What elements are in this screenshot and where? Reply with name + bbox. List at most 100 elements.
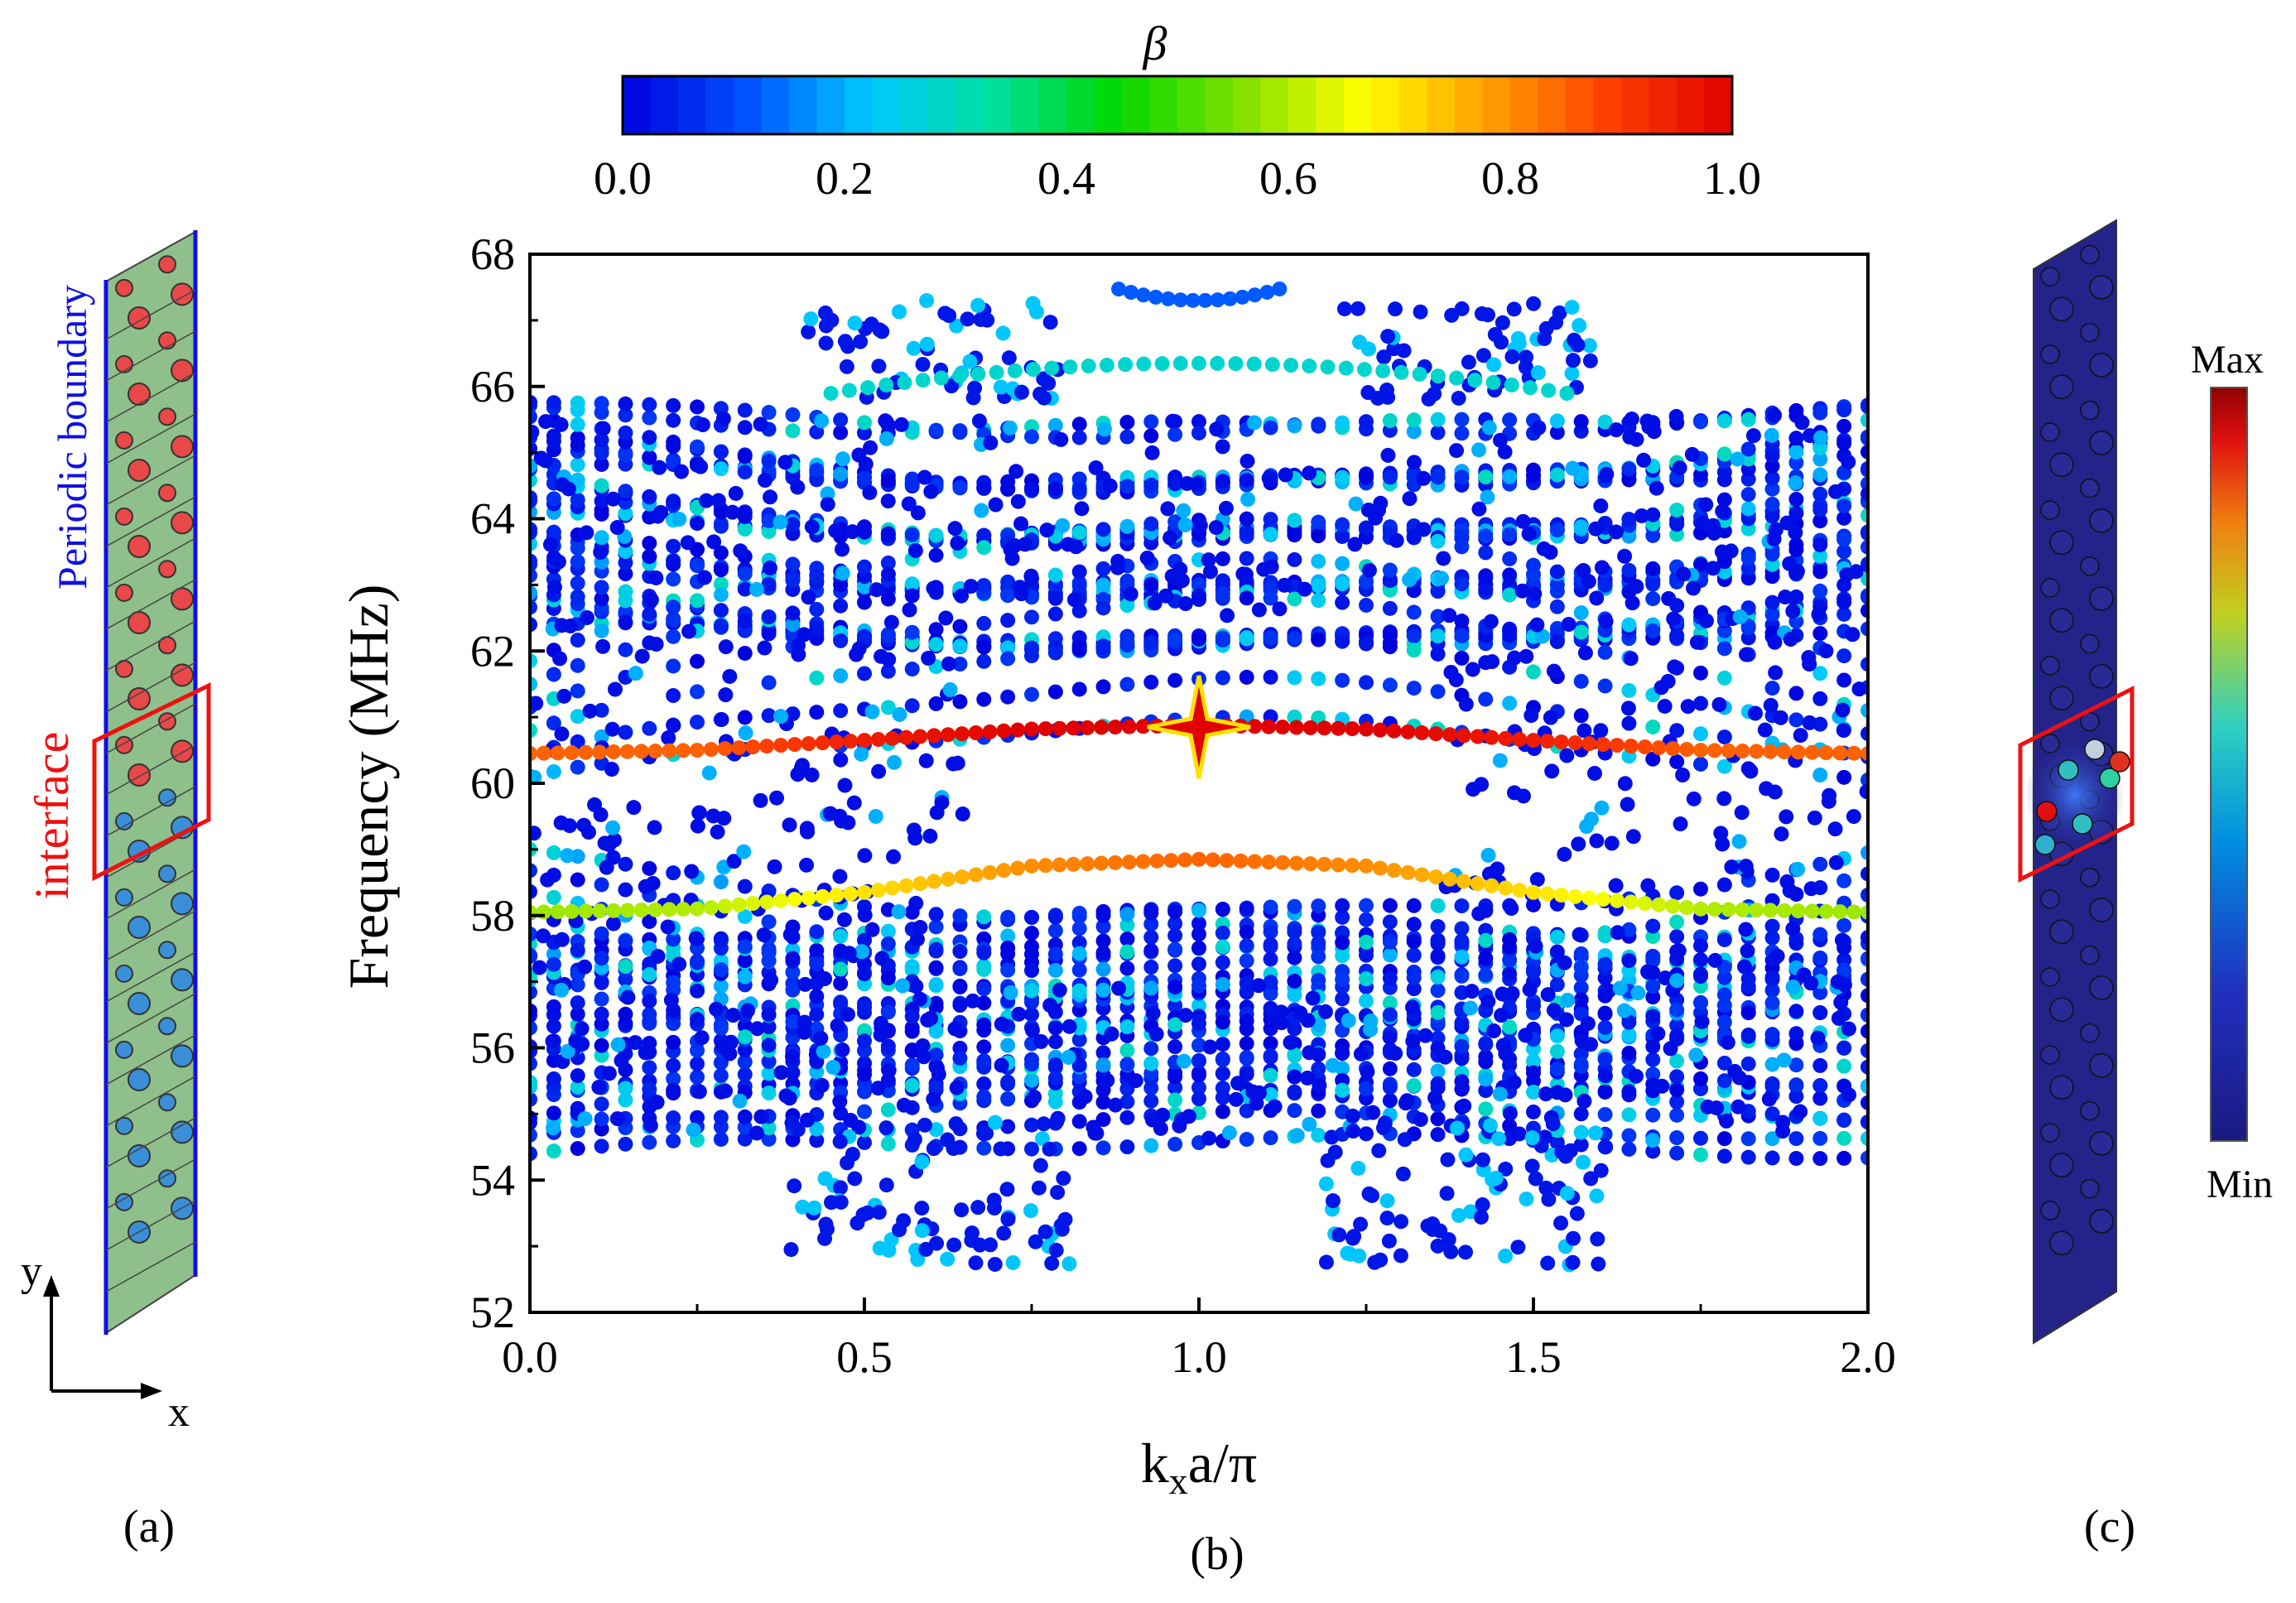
data-point: [1841, 1021, 1856, 1037]
data-point: [785, 605, 801, 621]
data-point: [634, 648, 650, 664]
data-point: [1454, 426, 1470, 441]
data-point: [1669, 1069, 1685, 1085]
data-point: [1210, 355, 1225, 371]
data-point: [914, 1201, 930, 1216]
data-point: [1191, 927, 1206, 942]
data-point: [835, 1042, 850, 1058]
data-point: [1024, 963, 1039, 979]
data-point: [1010, 860, 1026, 876]
data-point: [1264, 559, 1279, 575]
data-point: [577, 959, 593, 975]
lattice-rod: [115, 735, 133, 754]
data-point: [880, 1038, 896, 1054]
localized-field-glow: [2025, 737, 2125, 853]
field-rod: [2080, 633, 2100, 654]
data-point: [1047, 606, 1063, 622]
data-point: [680, 535, 696, 551]
data-point: [604, 762, 619, 777]
colorbar-segment: [761, 76, 790, 134]
data-point: [1608, 524, 1624, 540]
data-point: [1440, 1152, 1456, 1167]
data-point: [1023, 1203, 1039, 1219]
colorbar-segment: [1233, 76, 1262, 134]
data-point: [1812, 1130, 1828, 1146]
data-point: [940, 1251, 955, 1267]
data-point: [570, 1006, 585, 1022]
data-point: [1372, 722, 1388, 738]
data-point: [1210, 292, 1225, 308]
data-point: [1433, 570, 1449, 586]
data-point: [1335, 556, 1350, 571]
data-point: [1764, 458, 1780, 474]
colorbar-segment: [1399, 76, 1428, 134]
data-point: [1167, 1092, 1183, 1108]
lattice-rod: [128, 1144, 151, 1167]
data-point: [1851, 681, 1867, 697]
plot-frame: [528, 253, 1870, 1314]
data-point: [1767, 634, 1783, 650]
data-point: [834, 542, 850, 557]
data-point: [1413, 304, 1428, 320]
data-point: [1693, 994, 1708, 1010]
data-point: [1764, 930, 1780, 946]
data-point: [1080, 720, 1095, 735]
data-point: [1573, 1106, 1589, 1122]
field-rod: [2049, 530, 2074, 556]
data-point: [761, 1066, 777, 1081]
data-point: [809, 705, 825, 720]
data-point: [530, 1056, 537, 1071]
data-point: [1716, 564, 1732, 580]
data-point: [1143, 1056, 1159, 1071]
colorbar-segment: [955, 76, 984, 134]
data-point: [1686, 580, 1702, 596]
data-point: [1167, 1080, 1183, 1095]
colorbar-segment: [1704, 76, 1733, 134]
data-point: [1246, 356, 1262, 372]
data-point: [713, 978, 729, 994]
data-point: [972, 1237, 988, 1253]
data-point: [1529, 872, 1545, 888]
data-point: [1297, 581, 1312, 597]
data-point: [713, 504, 729, 520]
data-point: [837, 334, 853, 349]
data-point: [1573, 624, 1589, 640]
data-point: [813, 1030, 829, 1046]
data-point: [995, 325, 1011, 341]
data-point: [1000, 613, 1016, 628]
data-point: [1552, 305, 1567, 320]
data-point: [1208, 520, 1224, 536]
data-point: [594, 591, 609, 607]
data-point: [1346, 1229, 1362, 1244]
data-point: [1549, 1028, 1565, 1044]
lattice-rod: [158, 1017, 176, 1036]
data-point: [1564, 366, 1580, 382]
field-rod: [2080, 244, 2100, 265]
data-point: [941, 727, 955, 743]
data-point: [869, 582, 884, 598]
lattice-rod: [128, 763, 151, 787]
data-point: [1071, 564, 1087, 580]
data-point: [1521, 526, 1537, 542]
data-point: [976, 945, 992, 960]
data-point: [944, 378, 960, 394]
data-point: [1860, 887, 1868, 903]
data-point: [1749, 744, 1764, 759]
data-point: [767, 859, 782, 874]
data-point: [1779, 515, 1795, 531]
data-point: [1456, 1098, 1472, 1114]
data-point: [1492, 753, 1508, 768]
data-point: [684, 864, 700, 879]
data-point: [761, 1007, 777, 1023]
data-point: [1143, 477, 1159, 493]
data-point: [1612, 980, 1628, 996]
data-point: [1095, 522, 1111, 537]
data-point: [1740, 979, 1756, 994]
data-point: [1645, 929, 1661, 945]
data-point: [1167, 980, 1183, 995]
field-rod: [2040, 967, 2060, 987]
data-point: [1716, 623, 1732, 638]
data-point: [1622, 429, 1638, 445]
data-point: [1247, 287, 1263, 303]
data-point: [1740, 561, 1756, 576]
